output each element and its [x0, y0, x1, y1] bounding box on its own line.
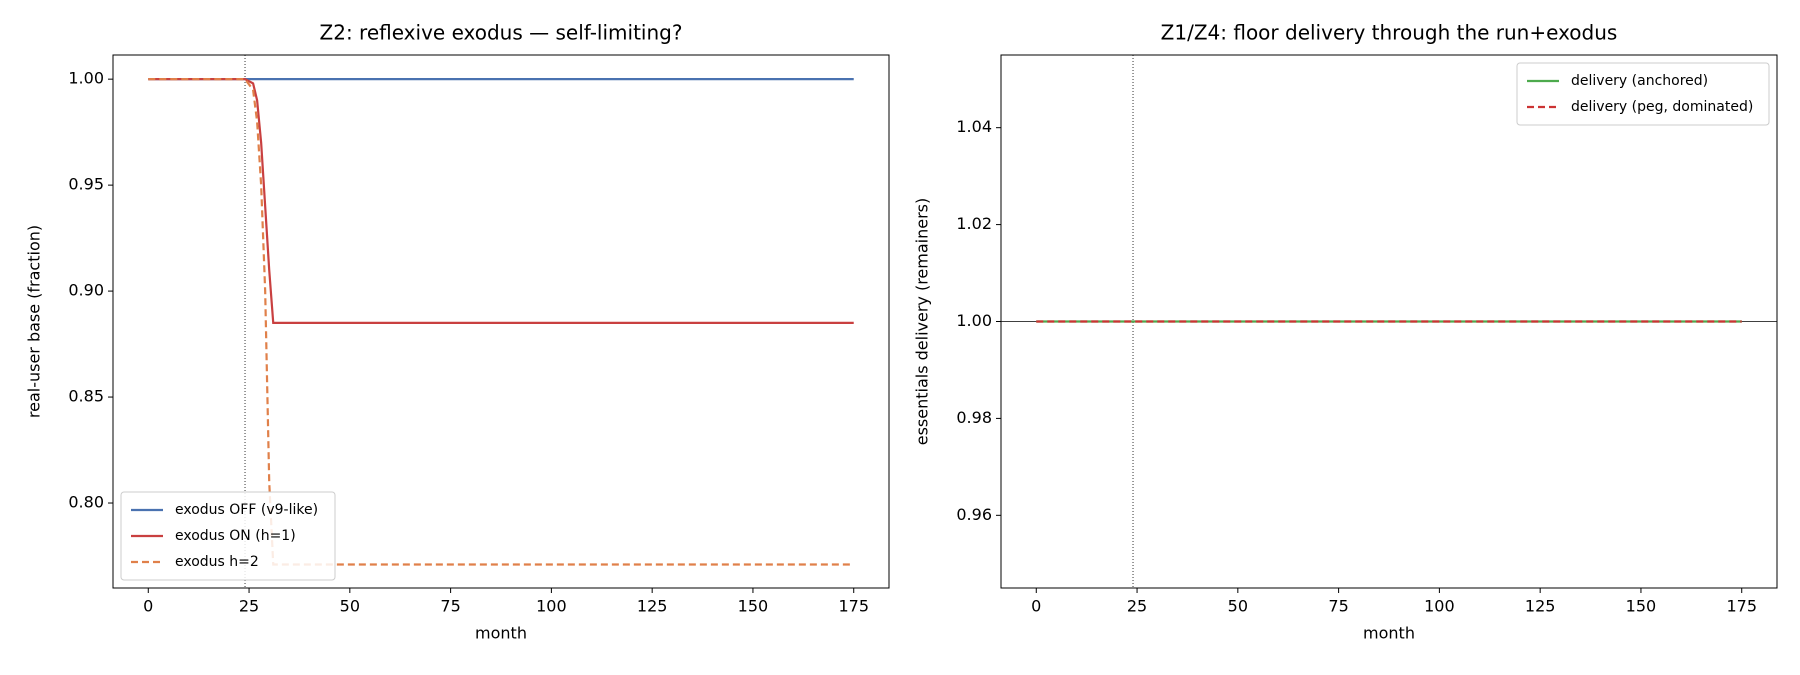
legend-frame	[1516, 62, 1770, 126]
x-tick-label: 125	[1525, 597, 1556, 616]
x-tick-label: 150	[1626, 597, 1657, 616]
legend-label: exodus OFF (v9-like)	[175, 502, 318, 518]
x-tick-label: 75	[440, 597, 460, 616]
y-axis-label: essentials delivery (remainers)	[913, 198, 932, 446]
x-tick-label: 175	[1726, 597, 1757, 616]
legend: exodus OFF (v9-like) exodus ON (h=1) exodu…	[120, 491, 336, 581]
y-tick-label: 0.98	[956, 408, 992, 427]
y-tick-label: 1.04	[956, 117, 992, 136]
legend-label: delivery (anchored)	[1571, 73, 1708, 89]
x-tick-label: 50	[1228, 597, 1248, 616]
series-line	[148, 78, 854, 566]
x-tick-label: 175	[838, 597, 869, 616]
legend-frame	[120, 491, 336, 581]
plot-frame	[112, 54, 890, 589]
y-axis-label: real-user base (fraction)	[25, 225, 44, 418]
legend-label: exodus h=2	[175, 554, 259, 570]
y-tick-label: 1.00	[68, 69, 104, 88]
plot-frame	[1000, 54, 1778, 589]
y-tick-label: 1.02	[956, 214, 992, 233]
x-tick-label: 100	[1424, 597, 1455, 616]
x-tick-label: 150	[738, 597, 769, 616]
x-tick-label: 75	[1328, 597, 1348, 616]
legend: delivery (anchored) delivery (peg, domina…	[1516, 62, 1770, 126]
chart-title: Z2: reflexive exodus — self-limiting?	[320, 21, 683, 45]
x-tick-label: 100	[536, 597, 567, 616]
chart-title: Z1/Z4: floor delivery through the run+ex…	[1161, 21, 1618, 45]
legend-label: exodus ON (h=1)	[175, 528, 296, 544]
x-tick-label: 25	[239, 597, 259, 616]
x-tick-label: 25	[1127, 597, 1147, 616]
y-tick-label: 0.90	[68, 281, 104, 300]
series-line	[148, 78, 854, 324]
x-axis-label: month	[1363, 624, 1415, 643]
y-tick-label: 0.80	[68, 493, 104, 512]
legend-label: delivery (peg, dominated)	[1571, 99, 1753, 115]
y-tick-label: 0.96	[956, 505, 992, 524]
x-tick-label: 0	[143, 597, 153, 616]
x-axis-label: month	[475, 624, 527, 643]
x-tick-label: 125	[637, 597, 668, 616]
y-tick-label: 1.00	[956, 311, 992, 330]
x-tick-label: 0	[1031, 597, 1041, 616]
y-tick-label: 0.95	[68, 175, 104, 194]
y-tick-label: 0.85	[68, 387, 104, 406]
x-tick-label: 50	[340, 597, 360, 616]
